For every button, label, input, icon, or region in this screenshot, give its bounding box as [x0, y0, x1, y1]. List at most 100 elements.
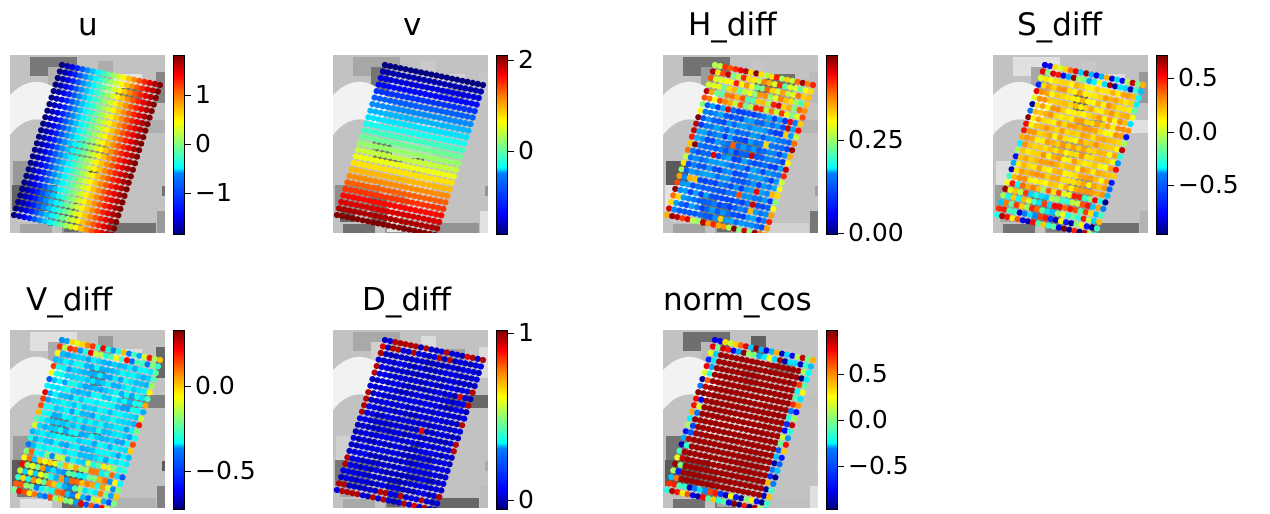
scatter-point	[101, 442, 109, 450]
scatter-point	[743, 151, 750, 158]
scatter-point	[1048, 160, 1055, 167]
scatter-point	[1062, 66, 1069, 73]
scatter-point	[776, 82, 784, 89]
scatter-point	[23, 447, 30, 454]
scatter-point	[697, 417, 704, 424]
scatter-point	[114, 473, 121, 480]
scatter-point	[405, 487, 412, 494]
scatter-point	[1080, 97, 1087, 104]
scatter-point	[1113, 146, 1121, 153]
scatter-point	[377, 213, 384, 220]
scatter-point	[144, 121, 151, 128]
scatter-point	[729, 403, 736, 410]
scatter-point	[1092, 127, 1099, 134]
scatter-point	[97, 490, 104, 497]
scatter-point	[405, 73, 412, 80]
scatter-point	[472, 362, 479, 369]
scatter-point	[349, 215, 356, 222]
scatter-point	[375, 495, 382, 502]
scatter-point	[117, 171, 124, 178]
colorbar-tick	[1168, 78, 1174, 79]
scatter-point	[1088, 140, 1095, 147]
scatter-point	[351, 483, 358, 490]
scatter-point	[434, 500, 441, 507]
scatter-point	[92, 385, 99, 392]
scatter-point	[391, 477, 398, 485]
scatter-point	[786, 414, 793, 421]
scatter-point	[1070, 213, 1077, 220]
scatter-point	[64, 338, 71, 345]
scatter-point	[795, 367, 802, 374]
scatter-point	[94, 379, 102, 386]
scatter-point	[400, 347, 407, 354]
scatter-point	[413, 461, 420, 468]
scatter-point	[87, 419, 94, 426]
scatter-point	[743, 117, 750, 124]
scatter-point	[31, 421, 38, 428]
scatter-point	[403, 184, 410, 191]
scatter-point	[798, 375, 805, 382]
scatter-point	[1038, 193, 1045, 200]
scatter-point	[421, 386, 428, 393]
scatter-point	[459, 422, 466, 429]
scatter-point	[426, 387, 433, 394]
scatter-point	[683, 202, 690, 209]
photo-patch	[1091, 223, 1139, 233]
scatter-point	[448, 420, 455, 427]
scatter-point	[1077, 104, 1085, 111]
scatter-point	[52, 460, 59, 467]
scatter-point	[726, 360, 733, 367]
scatter-point	[781, 427, 788, 434]
scatter-point	[790, 126, 797, 133]
scatter-point	[761, 353, 768, 361]
scatter-point	[121, 158, 128, 165]
scatter-point	[777, 371, 784, 378]
scatter-point	[376, 405, 383, 412]
scatter-svg	[333, 55, 488, 233]
scatter-point	[696, 472, 703, 479]
scatter-point	[768, 487, 775, 494]
scatter-point	[1054, 126, 1061, 134]
scatter-point	[463, 134, 470, 141]
scatter-point	[766, 389, 773, 396]
scatter-point	[1090, 134, 1097, 141]
scatter-point	[758, 140, 765, 147]
scatter-point	[717, 146, 724, 153]
scatter-point	[473, 101, 480, 108]
scatter-point	[686, 140, 694, 147]
scatter-point	[115, 383, 122, 390]
scatter-point	[399, 162, 406, 169]
scatter-point	[352, 187, 359, 195]
scatter-point	[735, 383, 742, 390]
scatter-point	[436, 80, 443, 87]
scatter-point	[417, 138, 424, 145]
scatter-point	[720, 429, 728, 436]
scatter-point	[1075, 214, 1082, 221]
scatter-point	[117, 446, 124, 453]
scatter-point	[804, 355, 811, 362]
scatter-point	[1019, 147, 1027, 154]
scatter-point	[133, 139, 140, 146]
scatter-point	[396, 395, 403, 402]
scatter-point	[106, 154, 113, 162]
scatter-point	[411, 363, 418, 370]
scatter-point	[84, 376, 91, 384]
scatter-point	[145, 100, 152, 107]
scatter-point	[725, 71, 732, 78]
scatter-point	[85, 116, 92, 123]
scatter-point	[403, 149, 410, 156]
scatter-point	[1092, 197, 1099, 204]
scatter-point	[1072, 68, 1079, 75]
scatter-point	[124, 130, 131, 138]
scatter-point	[120, 178, 127, 185]
scatter-point	[718, 195, 725, 202]
scatter-point	[13, 480, 20, 487]
scatter-point	[1063, 80, 1070, 87]
scatter-point	[450, 448, 457, 455]
scatter-point	[94, 138, 101, 145]
scatter-point	[122, 412, 129, 419]
scatter-point	[421, 435, 428, 442]
scatter-point	[735, 452, 742, 459]
scatter-point	[33, 484, 40, 491]
scatter-point	[713, 399, 720, 406]
